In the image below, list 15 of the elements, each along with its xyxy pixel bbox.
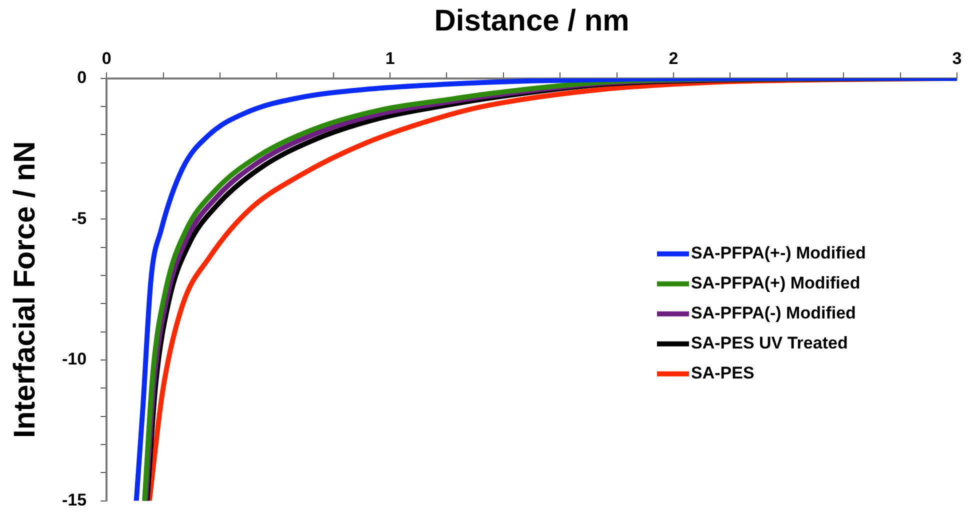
legend-label: SA-PFPA(+-) Modified — [691, 244, 866, 263]
y-tick-label: 0 — [77, 68, 87, 88]
y-tick-label: -15 — [62, 490, 87, 510]
y-axis-title: Interfacial Force / nN — [8, 141, 42, 438]
y-tick-label: -5 — [71, 208, 87, 228]
legend-label: SA-PES — [691, 364, 754, 383]
x-tick-label: 0 — [102, 48, 112, 68]
legend-label: SA-PES UV Treated — [691, 334, 848, 353]
legend-label: SA-PFPA(+) Modified — [691, 274, 860, 293]
x-tick-label: 2 — [668, 48, 678, 68]
x-tick-label: 3 — [952, 48, 962, 68]
x-tick-label: 1 — [385, 48, 395, 68]
x-axis-title: Distance / nm — [434, 4, 630, 38]
y-tick-label: -10 — [62, 350, 87, 369]
legend-label: SA-PFPA(-) Modified — [691, 304, 856, 323]
